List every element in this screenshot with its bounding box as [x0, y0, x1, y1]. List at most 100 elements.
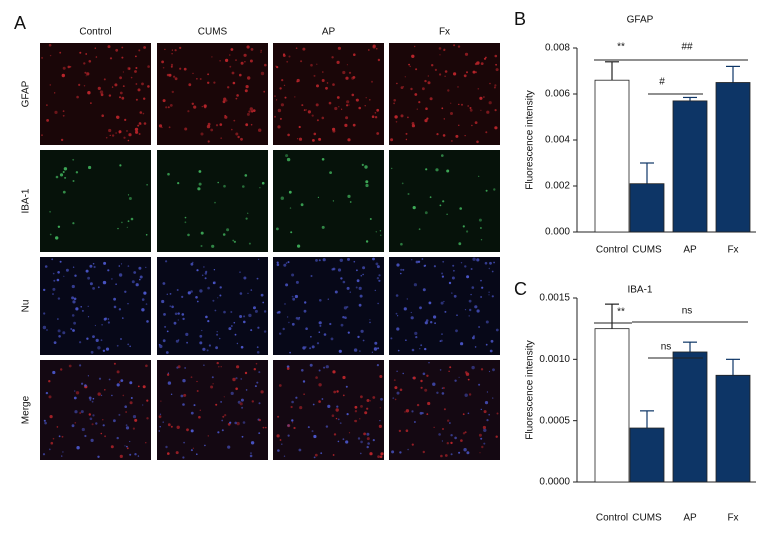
cell	[95, 422, 98, 425]
cell	[442, 134, 446, 137]
cell	[439, 204, 442, 207]
cell	[393, 379, 396, 381]
cell	[469, 308, 472, 312]
cell	[41, 56, 44, 59]
micrograph-bg	[157, 43, 268, 145]
cell	[182, 317, 185, 321]
cell	[391, 450, 395, 454]
cell	[348, 104, 350, 106]
cell	[72, 300, 76, 304]
cell	[256, 351, 260, 354]
cell	[307, 426, 310, 429]
cell	[441, 107, 444, 110]
cell	[107, 318, 110, 320]
cell	[46, 104, 48, 106]
cell	[203, 266, 205, 268]
cell	[165, 445, 168, 449]
cell	[303, 309, 307, 313]
cell	[376, 265, 380, 269]
cell	[346, 100, 350, 104]
cell	[258, 432, 261, 434]
cell	[73, 390, 76, 392]
cell	[424, 211, 428, 215]
cell	[340, 323, 344, 327]
cell	[333, 433, 337, 436]
cell	[407, 448, 409, 451]
cell	[166, 373, 170, 376]
cell	[41, 134, 43, 137]
cell	[274, 115, 276, 118]
cell	[146, 417, 149, 420]
cell	[71, 314, 75, 317]
cell	[178, 339, 180, 341]
cell	[72, 266, 75, 268]
cell	[227, 86, 230, 89]
cell	[245, 123, 249, 127]
cell	[44, 265, 48, 268]
cell	[495, 435, 498, 438]
cell	[452, 264, 455, 267]
cell	[476, 258, 480, 262]
cell	[362, 339, 365, 342]
cell	[356, 269, 358, 272]
cell	[164, 48, 166, 51]
cell	[258, 128, 262, 132]
cell	[263, 90, 266, 93]
cell	[357, 437, 361, 440]
cell	[294, 96, 296, 98]
cell	[73, 396, 77, 400]
cell	[300, 203, 304, 207]
cell	[466, 451, 470, 455]
cell	[52, 370, 56, 375]
cell	[397, 349, 400, 352]
micrograph	[273, 360, 384, 460]
cell	[404, 411, 406, 413]
cell	[402, 372, 404, 375]
cell	[377, 302, 379, 305]
cell	[302, 380, 306, 383]
cell	[239, 402, 243, 406]
cell	[250, 48, 254, 51]
cell	[442, 428, 444, 430]
cell	[235, 97, 238, 100]
cell	[440, 454, 443, 458]
x-tick-label: Control	[596, 245, 628, 256]
micrograph	[40, 360, 151, 460]
cell	[395, 312, 398, 315]
cell	[318, 321, 322, 325]
cell	[162, 282, 166, 285]
cell	[183, 67, 187, 71]
cell	[419, 411, 423, 415]
significance: ns	[682, 306, 693, 317]
cell	[87, 316, 90, 318]
cell	[279, 439, 282, 441]
cell	[407, 116, 409, 119]
cell	[60, 138, 64, 142]
cell	[316, 119, 319, 122]
cell	[310, 63, 313, 67]
micrograph-bg	[273, 43, 384, 145]
cell	[74, 422, 77, 424]
cell	[126, 226, 128, 228]
cell	[198, 170, 202, 173]
cell	[87, 276, 90, 280]
cell	[122, 85, 125, 87]
cell	[97, 86, 101, 90]
cell	[424, 79, 427, 83]
cell	[220, 137, 223, 140]
cell	[175, 451, 179, 455]
cell	[464, 52, 469, 56]
cell	[130, 76, 133, 79]
cell	[161, 126, 163, 129]
cell	[428, 362, 430, 364]
cell	[135, 98, 138, 101]
cell	[91, 400, 94, 403]
cell	[377, 347, 380, 350]
cell	[276, 311, 279, 314]
cell	[279, 117, 282, 120]
cell	[447, 89, 450, 92]
row-label: GFAP	[21, 80, 32, 107]
cell	[45, 391, 49, 395]
cell	[170, 65, 173, 68]
cell	[220, 401, 222, 403]
